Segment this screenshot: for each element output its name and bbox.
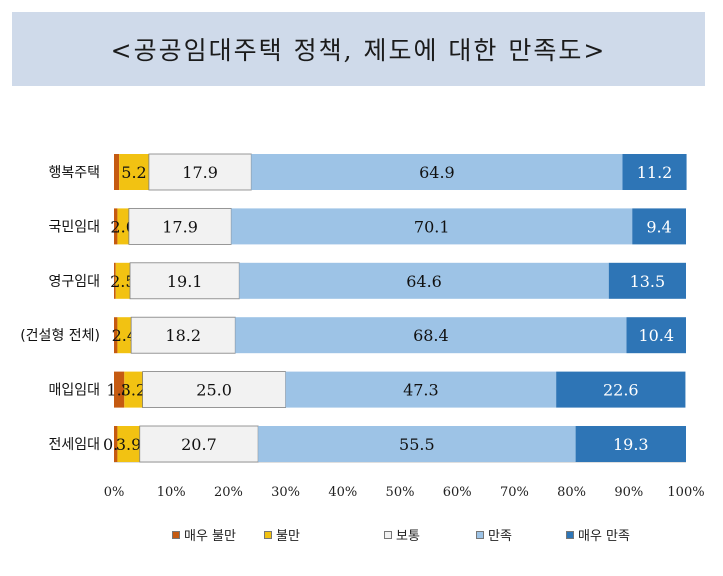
bar-segment xyxy=(114,317,118,354)
bar-segment xyxy=(130,316,236,354)
bar-segment xyxy=(239,262,609,299)
category-label: 매입임대 xyxy=(48,383,100,399)
data-label: 11.2 xyxy=(637,163,673,182)
bar-segment xyxy=(117,208,129,245)
x-tick-label: 40% xyxy=(328,485,357,500)
bar-segment xyxy=(117,426,140,462)
legend-label: 만족 xyxy=(488,529,512,544)
x-tick-label: 10% xyxy=(157,485,186,500)
data-label: 19.3 xyxy=(613,435,649,454)
legend-swatch xyxy=(264,530,272,539)
data-label: 20.7 xyxy=(181,435,217,454)
data-label: 64.6 xyxy=(406,272,442,291)
bar-segment xyxy=(129,262,240,300)
category-label: 영구임대 xyxy=(48,274,100,290)
legend-label: 매우 불만 xyxy=(184,529,236,544)
legend-item: 매우 불만 xyxy=(172,525,236,544)
x-tick-label: 20% xyxy=(214,485,243,500)
bar-segment xyxy=(139,425,259,463)
legend-item: 보통 xyxy=(384,525,420,544)
bar-segment xyxy=(622,154,687,190)
data-label: 9.4 xyxy=(646,217,671,236)
legend-swatch xyxy=(172,530,180,539)
x-tick-label: 100% xyxy=(667,485,704,500)
title-banner: <공공임대주택 정책, 제도에 대한 만족도> xyxy=(12,12,705,86)
bar-segment xyxy=(114,262,116,299)
bar-segment xyxy=(258,426,576,462)
category-label: (건설형 전체) xyxy=(20,328,100,344)
bar-segment xyxy=(114,371,125,408)
bar-segment xyxy=(575,426,686,462)
data-label: 47.3 xyxy=(403,381,439,400)
bar-segment xyxy=(114,208,118,245)
bar-segment xyxy=(124,371,143,408)
bar-segment xyxy=(142,371,287,409)
data-label: 2.5 xyxy=(110,272,135,291)
legend-item: 만족 xyxy=(476,525,512,544)
x-tick-label: 0% xyxy=(104,485,125,500)
data-label: 10.4 xyxy=(638,326,674,345)
bar-segment xyxy=(231,208,633,245)
bar-segment xyxy=(285,371,557,408)
bar-segment xyxy=(115,262,131,299)
data-label: 19.1 xyxy=(167,272,203,291)
bar-segment xyxy=(114,154,120,190)
category-label: 전세임대 xyxy=(48,437,100,453)
data-label: 17.9 xyxy=(162,217,198,236)
legend-swatch xyxy=(476,530,484,539)
bar-segment xyxy=(608,262,686,299)
category-label: 행복주택 xyxy=(48,165,100,181)
bar-segment xyxy=(119,154,149,190)
data-label: 25.0 xyxy=(196,381,232,400)
bar-segment xyxy=(117,317,132,354)
x-tick-label: 70% xyxy=(500,485,529,500)
bar-segment xyxy=(632,208,686,245)
legend-item: 매우 만족 xyxy=(566,525,630,544)
legend-swatch xyxy=(384,530,392,539)
data-label: 17.9 xyxy=(182,163,218,182)
data-label: 18.2 xyxy=(165,326,201,345)
x-tick-label: 60% xyxy=(443,485,472,500)
legend-swatch xyxy=(566,530,574,539)
bar-segment xyxy=(556,371,686,408)
data-label: 68.4 xyxy=(413,326,449,345)
chart-legend: 매우 불만 불만 보통 만족 매우 만족 xyxy=(0,525,723,545)
data-label: 2.4 xyxy=(112,326,137,345)
bar-segment xyxy=(114,426,118,462)
data-label: 64.9 xyxy=(419,163,455,182)
legend-item: 불만 xyxy=(264,525,300,544)
data-label: 22.6 xyxy=(603,381,639,400)
bar-segment xyxy=(626,317,686,354)
chart-title: <공공임대주택 정책, 제도에 대한 만족도> xyxy=(110,36,607,65)
bar-segment xyxy=(235,317,627,354)
x-tick-label: 80% xyxy=(557,485,586,500)
category-label: 국민임대 xyxy=(48,219,100,235)
data-label: 5.2 xyxy=(121,163,146,182)
legend-label: 매우 만족 xyxy=(578,529,630,544)
x-tick-label: 90% xyxy=(614,485,643,500)
data-label: 55.5 xyxy=(399,435,435,454)
legend-label: 보통 xyxy=(396,529,420,544)
data-label: 3.9 xyxy=(116,435,141,454)
bar-segment xyxy=(128,207,232,245)
data-label: 3.2 xyxy=(121,381,146,400)
legend-label: 불만 xyxy=(276,529,300,544)
x-tick-label: 50% xyxy=(386,485,415,500)
x-tick-label: 30% xyxy=(271,485,300,500)
data-label: 70.1 xyxy=(414,217,450,236)
bar-segment xyxy=(251,154,623,190)
data-label: 13.5 xyxy=(630,272,666,291)
